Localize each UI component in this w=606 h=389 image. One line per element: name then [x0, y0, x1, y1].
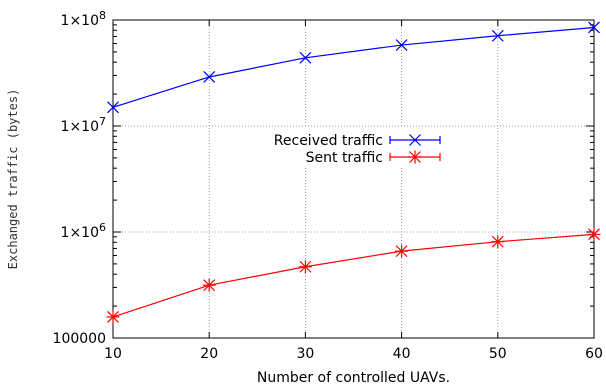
- x-marker: [409, 134, 421, 146]
- star-marker: [587, 227, 601, 241]
- x-axis-label: Number of controlled UAVs.: [257, 370, 450, 386]
- axes: 10 20 30 40 50 60 100000 1×106 1×107 1×108: [53, 9, 603, 362]
- x-tick-label: 10: [104, 346, 122, 362]
- x-tick-label: 50: [489, 346, 507, 362]
- marker-stroke: [395, 39, 408, 52]
- marker-stroke: [409, 134, 421, 146]
- x-marker: [588, 21, 600, 34]
- x-marker: [107, 101, 119, 114]
- marker-stroke: [203, 71, 216, 83]
- star-marker: [408, 150, 422, 164]
- marker-stroke: [107, 101, 119, 114]
- star-marker: [298, 260, 312, 274]
- x-marker: [395, 39, 408, 52]
- x-marker: [491, 29, 504, 42]
- y-axis-label: Exchanged traffic (bytes): [6, 89, 20, 270]
- star-marker: [491, 235, 505, 249]
- marker-stroke: [299, 51, 312, 64]
- x-tick-label: 30: [296, 346, 314, 362]
- star-marker: [395, 244, 409, 258]
- series-layer: [106, 21, 601, 324]
- x-tick-label: 20: [200, 346, 218, 362]
- legend-label: Sent traffic: [306, 150, 383, 166]
- y-tick-label: 1×106: [61, 221, 106, 241]
- series-line-2: [112, 233, 595, 318]
- series-line-1: [112, 26, 595, 108]
- y-tick-label: 100000: [53, 331, 106, 347]
- star-marker: [106, 310, 120, 324]
- x-tick-label: 60: [585, 346, 603, 362]
- x-marker: [203, 71, 216, 83]
- y-tick-label: 1×107: [61, 115, 106, 135]
- y-tick-label: 1×108: [61, 9, 106, 29]
- star-marker: [202, 278, 216, 292]
- plot-frame: [112, 19, 595, 339]
- marker-stroke: [491, 29, 504, 42]
- grid: [113, 20, 594, 338]
- marker-stroke: [588, 21, 600, 34]
- x-tick-label: 40: [393, 346, 411, 362]
- legend-label: Received traffic: [274, 133, 383, 149]
- x-marker: [299, 51, 312, 64]
